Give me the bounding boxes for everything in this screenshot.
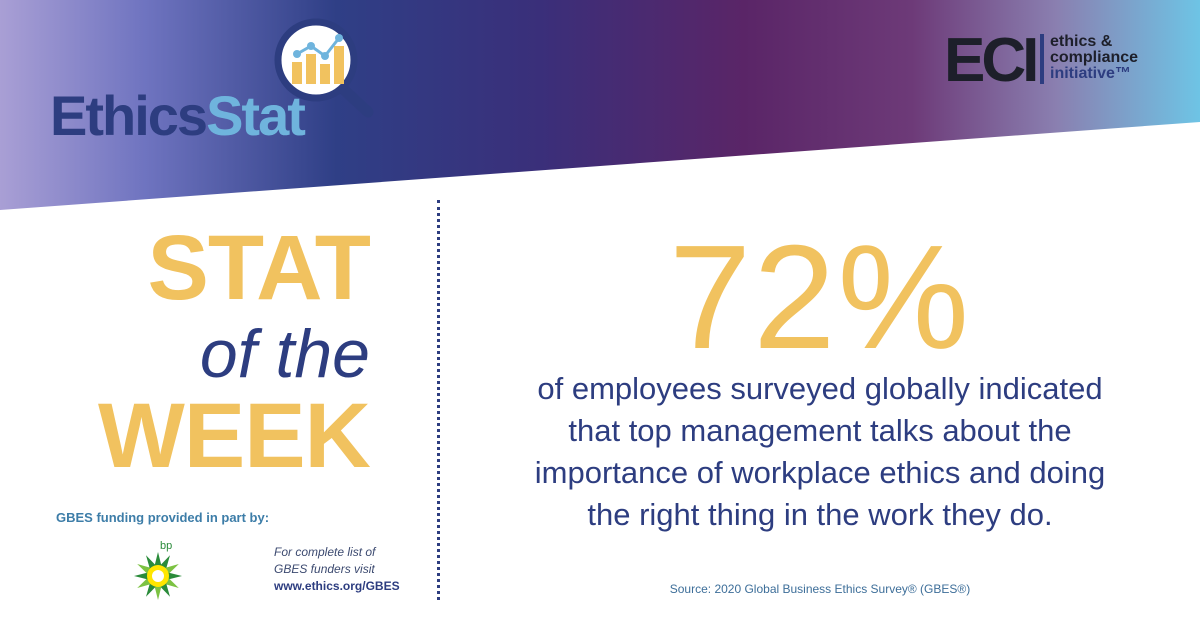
headline-stat: STAT	[147, 217, 371, 319]
magnifier-chart-icon	[274, 18, 374, 118]
bp-helios-icon	[134, 552, 182, 600]
funding-label: GBES funding provided in part by:	[56, 510, 270, 525]
stat-description-line-3: importance of workplace ethics and doing	[534, 455, 1106, 490]
headline-week: WEEK	[98, 385, 371, 487]
dotted-divider	[437, 200, 440, 600]
eci-letters: ECI	[944, 26, 1039, 95]
bp-logo-text: bp	[160, 540, 173, 552]
eci-divider-bar	[1040, 34, 1044, 84]
headline-of-the: of the	[199, 316, 370, 392]
stat-value: 72%	[668, 215, 972, 380]
funders-url-link[interactable]: www.ethics.org/GBES	[274, 579, 400, 593]
stat-description: of employees surveyed globally indicated…	[460, 368, 1180, 536]
eci-name-line-2: compliance	[1050, 49, 1139, 66]
funders-note: For complete list of GBES funders visit …	[274, 544, 400, 595]
eci-name-line-3: initiative™	[1050, 65, 1131, 82]
logo-word-stat: Stat	[206, 84, 306, 147]
stat-description-line-2: that top management talks about the	[568, 413, 1072, 448]
eci-name: ethics & compliance initiative™	[1050, 34, 1138, 82]
stat-description-line-1: of employees surveyed globally indicated	[537, 371, 1103, 406]
logo-word-ethics: Ethics	[50, 84, 208, 147]
stat-source: Source: 2020 Global Business Ethics Surv…	[669, 582, 971, 596]
eci-logo: ECI ethics & compliance initiative™	[944, 30, 1184, 100]
funders-note-line-2: GBES funders visit	[274, 562, 375, 576]
ethicsstat-logo: EthicsStat	[50, 88, 306, 144]
eci-name-line-1: ethics &	[1050, 33, 1113, 50]
stat-description-line-4: the right thing in the work they do.	[587, 497, 1053, 532]
funders-note-line-1: For complete list of	[274, 545, 376, 559]
